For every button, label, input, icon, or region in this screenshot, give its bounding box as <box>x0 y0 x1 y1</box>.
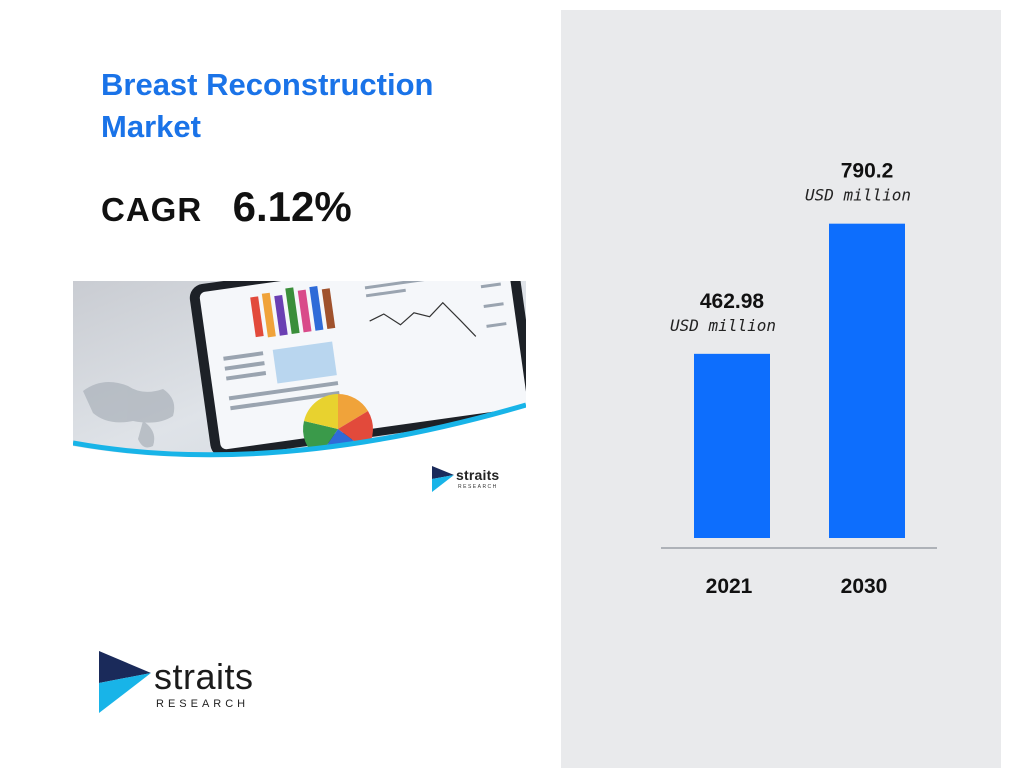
page-title: Breast Reconstruction Market <box>101 67 434 144</box>
dashboard-illustration <box>73 281 526 467</box>
big-logo-text: straits <box>154 656 254 697</box>
bar-unit-label-2021: USD million <box>670 316 776 335</box>
straits-logo-icon <box>432 466 454 492</box>
chart-panel <box>561 10 1001 768</box>
cagr-block: CAGR 6.12% <box>101 183 352 231</box>
bar-2030 <box>829 223 905 538</box>
x-tick-label-2030: 2030 <box>841 575 888 598</box>
straits-small-logo: straits RESEARCH <box>432 464 504 494</box>
bar-2021 <box>694 353 770 538</box>
small-logo-text: straits <box>456 467 500 483</box>
straits-logo: straits RESEARCH <box>99 651 269 715</box>
x-tick-label-2021: 2021 <box>706 575 753 598</box>
bar-value-label-2021: 462.98 <box>700 290 765 313</box>
cagr-value: 6.12% <box>232 183 352 230</box>
bar-value-label-2030: 790.2 <box>841 160 894 183</box>
bar-unit-label-2030: USD million <box>805 186 911 205</box>
small-logo-subtext: RESEARCH <box>458 484 498 490</box>
cagr-label: CAGR <box>101 191 203 228</box>
straits-logo-icon-large <box>99 651 151 713</box>
big-logo-subtext: RESEARCH <box>156 698 250 710</box>
